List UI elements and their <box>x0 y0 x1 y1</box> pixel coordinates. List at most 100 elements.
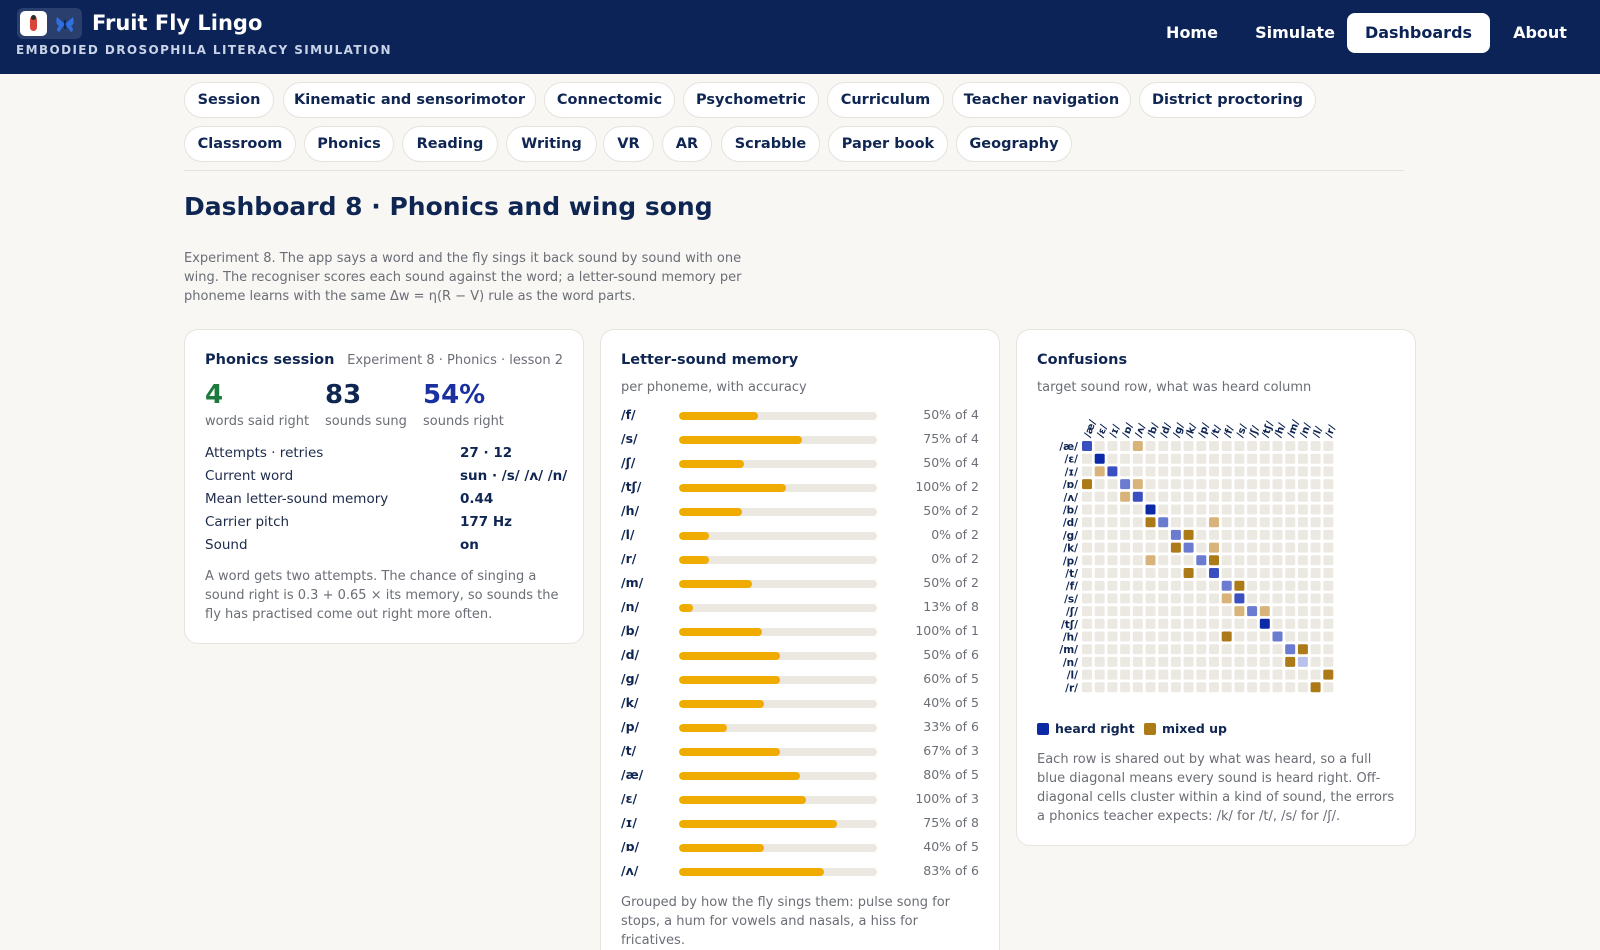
confusion-cell <box>1183 453 1194 464</box>
tab-scrabble[interactable]: Scrabble <box>721 126 820 162</box>
confusion-cell <box>1259 555 1270 566</box>
confusion-cell <box>1120 669 1131 680</box>
letter-sound-memory-card: Letter-sound memory per phoneme, with ac… <box>600 329 1000 950</box>
confusion-cell <box>1234 479 1245 490</box>
confusion-cell <box>1310 441 1321 451</box>
confusion-cell <box>1107 644 1118 655</box>
tab-ar[interactable]: AR <box>662 126 712 162</box>
confusion-cell <box>1272 606 1283 617</box>
confusion-cell <box>1196 631 1207 642</box>
confusion-cell <box>1297 593 1308 604</box>
confusion-cell <box>1170 606 1181 617</box>
tab-geography[interactable]: Geography <box>956 126 1072 162</box>
tab-district-proctoring[interactable]: District proctoring <box>1139 82 1316 118</box>
confusion-cell <box>1082 656 1092 667</box>
confusion-cell <box>1158 542 1169 553</box>
confusion-cell <box>1323 568 1334 578</box>
confusion-cell <box>1158 466 1169 477</box>
confusion-cell <box>1285 491 1296 502</box>
confusion-cell <box>1272 593 1283 604</box>
confusion-cell <box>1234 491 1245 502</box>
tab-writing[interactable]: Writing <box>506 126 597 162</box>
phoneme-label: /ʃ/ <box>621 455 636 470</box>
column-label: /ɪ/ <box>1108 423 1123 439</box>
confusion-cell <box>1082 479 1092 490</box>
confusion-cell <box>1285 618 1296 629</box>
confusion-cell <box>1221 453 1232 464</box>
confusion-cell <box>1120 580 1131 591</box>
confusion-cell <box>1132 580 1143 591</box>
nav-dashboards[interactable]: Dashboards <box>1347 13 1490 53</box>
confusion-cell <box>1247 479 1258 490</box>
confusion-cell <box>1094 682 1105 693</box>
confusion-cell <box>1310 618 1321 629</box>
tab-kinematic[interactable]: Kinematic and sensorimotor <box>283 82 536 118</box>
confusion-cell <box>1082 618 1092 629</box>
kv-value: 27 · 12 <box>460 445 513 461</box>
confusion-cell <box>1272 656 1283 667</box>
confusion-cell <box>1209 618 1219 629</box>
confusion-cell <box>1247 580 1258 591</box>
confusion-cell <box>1158 682 1169 693</box>
tab-vr[interactable]: VR <box>603 126 654 162</box>
nav-home[interactable]: Home <box>1166 23 1218 42</box>
confusion-cell <box>1297 517 1308 528</box>
nav-about[interactable]: About <box>1513 23 1567 42</box>
tab-reading[interactable]: Reading <box>402 126 498 162</box>
confusion-cell <box>1323 491 1334 502</box>
confusion-cell <box>1196 555 1207 566</box>
tab-paper-book[interactable]: Paper book <box>828 126 948 162</box>
confusion-cell <box>1132 568 1143 578</box>
memory-bar-fill <box>679 484 786 492</box>
phoneme-label: /æ/ <box>621 767 644 782</box>
confusion-cell <box>1310 656 1321 667</box>
stat-label-sounds: sounds sung <box>325 414 407 429</box>
confusion-cell <box>1259 618 1270 629</box>
phoneme-label: /ʌ/ <box>621 863 639 878</box>
confusion-cell <box>1297 656 1308 667</box>
accuracy-label: 83% of 6 <box>923 863 979 878</box>
confusion-cell <box>1132 593 1143 604</box>
tab-session[interactable]: Session <box>184 82 274 118</box>
memory-row: /ʌ/83% of 6 <box>621 863 979 881</box>
app-logo[interactable] <box>17 8 82 39</box>
confusion-cell <box>1082 593 1092 604</box>
confusion-cell <box>1145 656 1156 667</box>
confusion-cell <box>1120 618 1131 629</box>
confusion-cell <box>1285 593 1296 604</box>
tab-phonics[interactable]: Phonics <box>304 126 394 162</box>
confusion-cell <box>1259 631 1270 642</box>
confusion-cell <box>1272 682 1283 693</box>
memory-row: /ɛ/100% of 3 <box>621 791 979 809</box>
page-intro: Experiment 8. The app says a word and th… <box>184 251 742 304</box>
app-title[interactable]: Fruit Fly Lingo <box>92 11 263 35</box>
confusion-cell <box>1247 441 1258 451</box>
tab-curriculum[interactable]: Curriculum <box>827 82 944 118</box>
confusion-cell <box>1170 529 1181 540</box>
tab-classroom[interactable]: Classroom <box>184 126 296 162</box>
row-label: /n/ <box>1063 657 1078 669</box>
accuracy-label: 40% of 5 <box>923 839 979 854</box>
confusion-cell <box>1272 542 1283 553</box>
nav-simulate[interactable]: Simulate <box>1255 23 1335 42</box>
confusion-cell <box>1120 529 1131 540</box>
confusion-cell <box>1196 669 1207 680</box>
memory-bar-fill <box>679 436 802 444</box>
tab-psychometric[interactable]: Psychometric <box>683 82 819 118</box>
row-label: /ʌ/ <box>1063 492 1078 504</box>
confusion-cell <box>1196 593 1207 604</box>
confusion-cell <box>1158 644 1169 655</box>
confusion-cell <box>1259 606 1270 617</box>
tab-connectomic[interactable]: Connectomic <box>544 82 675 118</box>
column-label: /s/ <box>1235 422 1250 439</box>
confusion-cell <box>1234 618 1245 629</box>
confusion-cell <box>1183 466 1194 477</box>
column-label: /l/ <box>1311 425 1325 439</box>
tab-teacher-navigation[interactable]: Teacher navigation <box>952 82 1131 118</box>
confusion-cell <box>1323 517 1334 528</box>
confusion-cell <box>1297 555 1308 566</box>
confusion-cell <box>1285 631 1296 642</box>
confusion-cell <box>1107 656 1118 667</box>
memory-row: /t/67% of 3 <box>621 743 979 761</box>
confusion-cell <box>1120 479 1131 490</box>
